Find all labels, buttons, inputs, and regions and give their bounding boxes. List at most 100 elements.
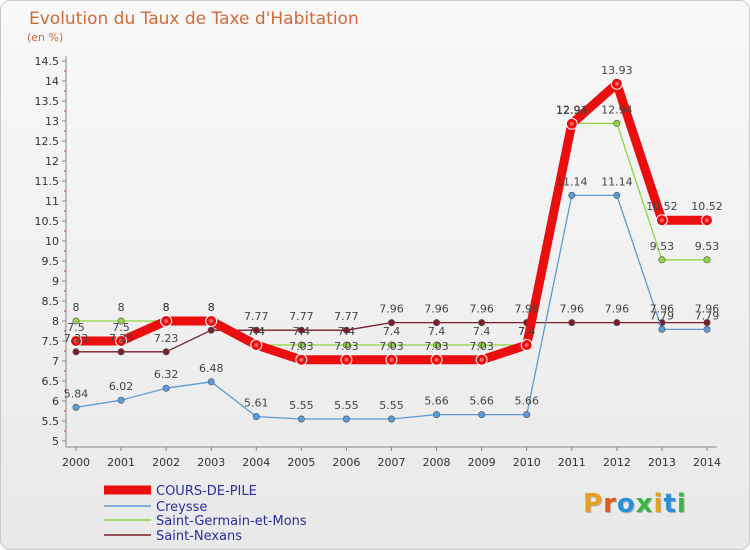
y-tick-label: 7 (52, 355, 59, 368)
series-layer (70, 77, 713, 423)
data-point-saint-nexans (478, 319, 486, 327)
data-point-saint-nexans (568, 319, 576, 327)
data-label-creysse: 7.79 (695, 309, 720, 322)
data-label-cours-de-pile: 7.03 (334, 340, 359, 353)
data-label-saint-nexans: 7.96 (469, 303, 494, 316)
y-tick-label: 7.5 (42, 335, 60, 348)
data-label-saint-nexans: 7.23 (64, 332, 89, 345)
data-label-saint-nexans: 7.96 (560, 303, 585, 316)
data-point-inner-cours-de-pile (614, 81, 619, 86)
data-label-saint-germain-et-mons: 8 (208, 301, 215, 314)
y-tick-label: 9 (52, 275, 59, 288)
data-label-saint-germain-et-mons: 7.4 (383, 325, 401, 338)
data-label-saint-germain-et-mons: 8 (73, 301, 80, 314)
logo-letter: i (653, 489, 664, 519)
data-point-saint-nexans (297, 326, 305, 334)
axes: 5 5.5 6 6.5 7 7.5 8 8.5 9 9.5 10 10.5 11 11.5 12 12.5 13… (35, 55, 722, 469)
y-tick-label: 6 (52, 395, 59, 408)
data-label-saint-germain-et-mons: 9.53 (650, 240, 675, 253)
data-point-inner-cours-de-pile (209, 319, 214, 323)
data-point-saint-nexans (162, 348, 170, 356)
data-point-inner-cours-de-pile (254, 343, 259, 347)
x-tick-label: 2003 (197, 456, 225, 469)
data-label-saint-germain-et-mons: 8 (118, 301, 125, 314)
data-label-creysse: 6.48 (199, 362, 224, 375)
data-point-saint-germain-et-mons (703, 256, 711, 264)
data-label-cours-de-pile: 10.52 (646, 200, 678, 213)
data-point-creysse (252, 413, 260, 421)
y-tick-label: 12.5 (35, 135, 60, 148)
data-point-saint-germain-et-mons (297, 341, 305, 349)
data-point-saint-germain-et-mons (72, 317, 80, 325)
x-tick-label: 2010 (513, 456, 541, 469)
data-label-creysse: 5.66 (469, 395, 494, 408)
data-point-creysse (658, 325, 666, 333)
x-tick-label: 2007 (378, 456, 406, 469)
data-label-saint-nexans: 7.77 (289, 310, 314, 323)
data-label-saint-nexans: 7.96 (379, 303, 404, 316)
data-point-creysse (478, 411, 486, 419)
data-point-saint-nexans (342, 326, 350, 334)
data-point-creysse (297, 415, 305, 423)
data-point-inner-cours-de-pile (659, 218, 664, 223)
logo-letter: x (635, 489, 654, 519)
data-label-cours-de-pile: 7.03 (469, 340, 494, 353)
y-tick-label: 11.5 (35, 175, 60, 188)
data-label-saint-nexans: 7.96 (695, 303, 720, 316)
y-tick-label: 10 (45, 235, 59, 248)
data-point-saint-nexans (72, 348, 80, 356)
data-point-saint-germain-et-mons (117, 317, 125, 325)
data-point-saint-nexans (207, 326, 215, 334)
y-tick-label: 11 (45, 195, 59, 208)
x-tick-label: 2009 (468, 456, 496, 469)
x-tick-label: 2013 (648, 456, 676, 469)
data-label-creysse: 5.55 (379, 399, 404, 412)
data-label-cours-de-pile: 7.5 (67, 321, 85, 334)
chart-title: Evolution du Taux de Taxe d'Habitation (29, 9, 359, 29)
data-point-inner-cours-de-pile (344, 357, 349, 362)
data-point-inner-cours-de-pile (164, 319, 169, 323)
y-tick-label: 6.5 (42, 375, 60, 388)
logo-letter: P (583, 489, 604, 519)
data-label-cours-de-pile: 7.03 (379, 340, 404, 353)
x-tick-label: 2008 (423, 456, 451, 469)
data-point-inner-cours-de-pile (74, 339, 78, 343)
x-tick-label: 2004 (242, 456, 270, 469)
data-point-inner-cours-de-pile (299, 357, 304, 362)
data-point-inner-cours-de-pile (434, 357, 439, 362)
data-label-saint-germain-et-mons: 12.94 (556, 103, 588, 116)
data-point-saint-nexans (117, 348, 125, 356)
data-point-inner-cours-de-pile (479, 357, 484, 362)
data-point-creysse (117, 396, 125, 404)
data-label-saint-germain-et-mons: 9.53 (695, 240, 720, 253)
data-label-cours-de-pile: 7.4 (248, 325, 266, 338)
data-label-saint-germain-et-mons: 8 (163, 301, 170, 314)
y-tick-label: 5 (52, 435, 59, 448)
data-point-inner-cours-de-pile (524, 343, 529, 347)
data-label-cours-de-pile: 8 (163, 301, 170, 314)
y-tick-label: 14 (45, 75, 59, 88)
data-point-saint-germain-et-mons (387, 341, 395, 349)
data-point-saint-nexans (433, 319, 441, 327)
logo-letter: r (603, 489, 617, 519)
legend: COURS-DE-PILECreysseSaint-Germain-et-Mon… (104, 484, 307, 544)
legend-label: Saint-Nexans (156, 529, 242, 544)
x-tick-label: 2002 (152, 456, 180, 469)
data-point-saint-nexans (613, 319, 621, 327)
data-point-saint-nexans (252, 326, 260, 334)
data-point-inner-cours-de-pile (569, 121, 574, 126)
data-point-inner-cours-de-pile (389, 357, 394, 362)
logo-letter: o (616, 489, 636, 519)
legend-label: Saint-Germain-et-Mons (156, 514, 307, 529)
data-label-creysse: 7.79 (650, 309, 675, 322)
x-tick-label: 2001 (107, 456, 135, 469)
data-label-cours-de-pile: 13.93 (601, 64, 633, 77)
y-tick-label: 14.5 (35, 55, 60, 68)
data-label-cours-de-pile: 8 (208, 301, 215, 314)
data-point-saint-nexans (387, 319, 395, 327)
data-label-cours-de-pile: 7.03 (289, 340, 314, 353)
data-label-creysse: 11.14 (556, 175, 588, 188)
y-tick-label: 5.5 (42, 415, 60, 428)
